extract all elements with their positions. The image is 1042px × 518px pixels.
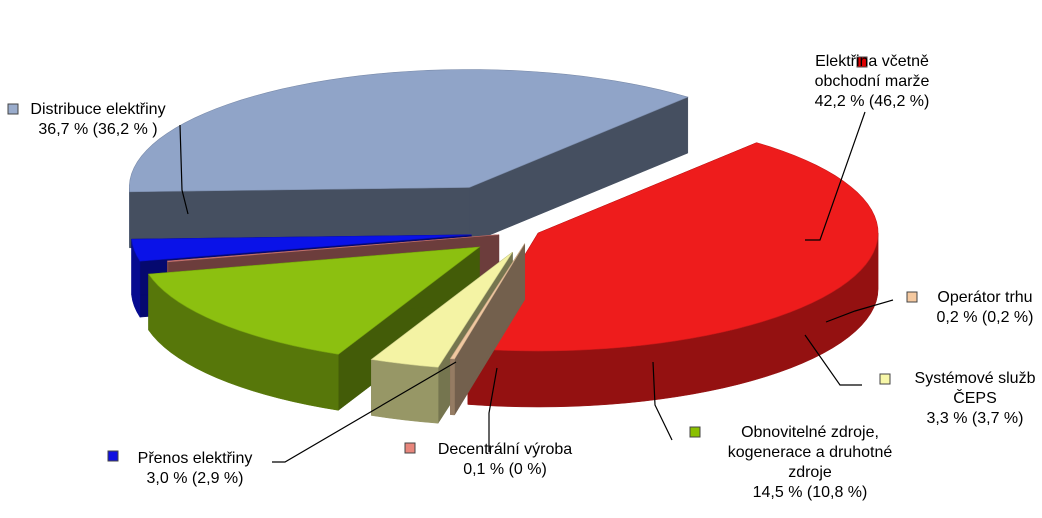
leader-line bbox=[804, 334, 862, 386]
slice-name-label: zdroje bbox=[788, 464, 832, 481]
slice-name-label: obchodní marže bbox=[815, 73, 930, 90]
leader-line bbox=[272, 361, 457, 463]
slice-name-label: Distribuce elektřiny bbox=[30, 101, 165, 118]
legend-marker bbox=[107, 450, 119, 462]
leader-line bbox=[652, 361, 673, 441]
legend-marker bbox=[879, 373, 891, 385]
leader-line bbox=[179, 124, 189, 215]
slice-value-label: 36,7 % (36,2 % ) bbox=[38, 121, 157, 138]
slice-name-label: Systémové služb bbox=[915, 370, 1036, 387]
pie-slice bbox=[449, 242, 526, 416]
slice-value-label: 0,2 % (0,2 %) bbox=[937, 309, 1034, 326]
slice-labels: Elektřina včetně obchodní marže 42,2 % (46… bbox=[7, 53, 1036, 501]
slice-value-label: 3,0 % (2,9 %) bbox=[147, 470, 244, 487]
legend-marker bbox=[404, 442, 416, 454]
slice-name-label: ČEPS bbox=[953, 388, 997, 407]
slice-name-label: Operátor trhu bbox=[937, 289, 1032, 306]
leader-line bbox=[825, 299, 894, 323]
legend-marker bbox=[906, 291, 918, 303]
slice-value-label: 3,3 % (3,7 %) bbox=[927, 410, 1024, 427]
pie-slices bbox=[129, 69, 879, 425]
slice-name-label: Přenos elektřiny bbox=[138, 450, 253, 467]
slice-value-label: 14,5 % (10,8 %) bbox=[753, 484, 868, 501]
slice-name-label: Obnovitelné zdroje, bbox=[741, 424, 879, 441]
legend-marker bbox=[7, 103, 19, 115]
slice-value-label: 0,1 % (0 %) bbox=[463, 461, 547, 478]
pie-slice bbox=[129, 69, 689, 249]
leader-lines bbox=[179, 111, 894, 463]
slice-name-label: Elektřina včetně bbox=[815, 53, 929, 70]
legend-marker bbox=[689, 426, 701, 438]
slice-name-label: kogenerace a druhotné bbox=[728, 444, 893, 461]
leader-line bbox=[805, 111, 866, 241]
slice-value-label: 42,2 % (46,2 %) bbox=[815, 93, 930, 110]
slice-name-label: Decentrální výroba bbox=[438, 441, 572, 458]
leader-line bbox=[488, 367, 498, 452]
legend-marker bbox=[856, 56, 868, 68]
